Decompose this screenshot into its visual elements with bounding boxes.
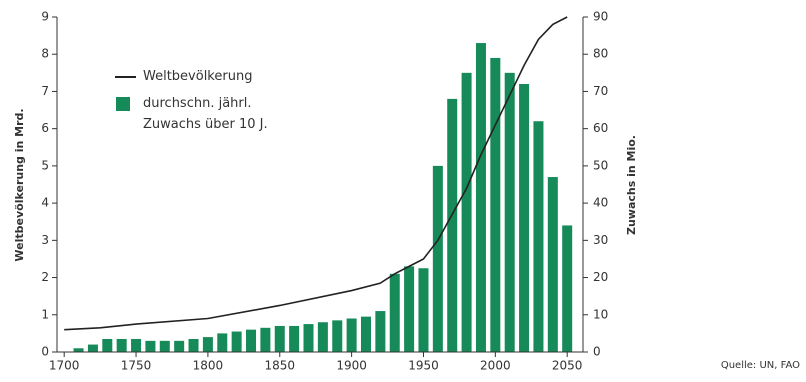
y2-tick-label: 30 (593, 233, 608, 247)
bar (131, 338, 142, 352)
legend-swatch (116, 97, 130, 111)
y-tick-label: 9 (41, 10, 49, 24)
bar (346, 318, 357, 352)
y-tick-label: 5 (41, 158, 49, 172)
bar (188, 338, 199, 352)
bar (87, 344, 98, 352)
y2-tick-label: 60 (593, 121, 608, 135)
x-tick-label: 1750 (121, 359, 152, 373)
y-tick-label: 6 (41, 121, 49, 135)
bar (217, 333, 228, 352)
x-tick-label: 1700 (49, 359, 80, 373)
y2-tick-label: 10 (593, 307, 608, 321)
bar (332, 320, 343, 352)
y-tick-label: 4 (41, 196, 49, 210)
y-tick-label: 3 (41, 233, 49, 247)
bar (274, 325, 285, 352)
y2-tick-label: 50 (593, 158, 608, 172)
legend-label: durchschn. jährl. Zuwachs über 10 J. (143, 96, 268, 132)
y2-tick-label: 80 (593, 47, 608, 61)
bar (73, 348, 84, 352)
bar (202, 337, 213, 352)
y-axis-label: Weltbevölkerung in Mrd. (13, 108, 26, 261)
y-tick-label: 1 (41, 307, 49, 321)
legend-label: Weltbevölkerung (143, 69, 253, 84)
line (64, 16, 568, 331)
bar (289, 325, 300, 352)
y-tick-label: 7 (41, 84, 49, 98)
x-tick-label: 1950 (408, 359, 439, 373)
bar (562, 225, 573, 352)
bar (260, 327, 271, 352)
bar (375, 311, 386, 352)
bar (317, 322, 328, 352)
bar (519, 84, 530, 352)
bar (389, 273, 400, 352)
bar (116, 338, 127, 352)
source: Quelle: UN, FAO (721, 360, 800, 371)
bar (404, 266, 415, 352)
y-tick-label: 0 (41, 345, 49, 359)
bar (174, 340, 185, 352)
bar (504, 72, 515, 352)
bar (533, 121, 544, 352)
x-tick-label: 2050 (552, 359, 583, 373)
y2-tick-label: 20 (593, 270, 608, 284)
bar (231, 331, 242, 352)
y2-tick-label: 40 (593, 196, 608, 210)
bar (461, 72, 472, 352)
bar (447, 98, 458, 352)
y2-axis-label: Zuwachs in Mio. (625, 135, 638, 235)
bar (246, 329, 257, 352)
bar (547, 177, 558, 352)
bar (360, 316, 371, 352)
x-tick-label: 1900 (336, 359, 367, 373)
bar (102, 338, 113, 352)
y-tick-label: 8 (41, 47, 49, 61)
bar (145, 340, 156, 352)
x-tick-label: 2000 (480, 359, 511, 373)
y2-tick-label: 70 (593, 84, 608, 98)
bar (475, 43, 486, 353)
bar (490, 57, 501, 352)
y-tick-label: 2 (41, 270, 49, 284)
bar (159, 340, 170, 352)
x-tick-label: 1850 (264, 359, 295, 373)
y2-tick-label: 90 (593, 10, 608, 24)
bar (303, 324, 314, 352)
bar (418, 268, 429, 352)
bar (432, 165, 443, 352)
y2-tick-label: 0 (593, 345, 601, 359)
x-tick-label: 1800 (193, 359, 224, 373)
